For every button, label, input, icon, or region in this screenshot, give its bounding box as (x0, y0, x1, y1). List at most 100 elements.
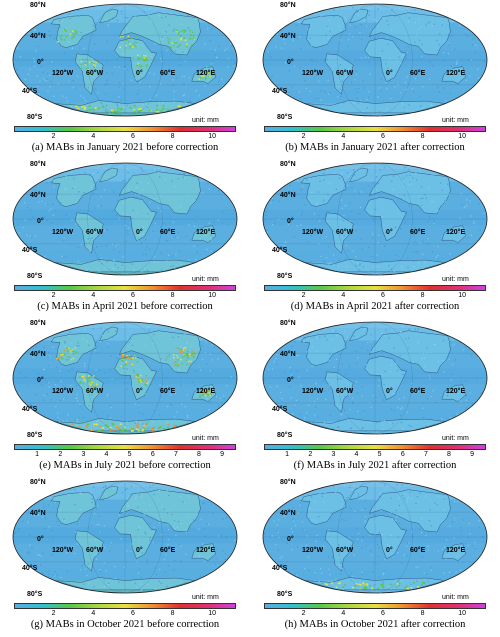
continent-northamerica (300, 14, 347, 48)
colorbar-tick-label: 2 (308, 451, 313, 458)
continent-northamerica (50, 173, 97, 207)
latitude-label: 40°N (30, 33, 46, 40)
colorbar-tick-label: 8 (170, 292, 175, 299)
colorbar-tick-label: 10 (458, 292, 467, 299)
continent-eurasia (369, 489, 451, 533)
colorbar-tick-label: 4 (341, 610, 346, 617)
colorbar-tick-label: 6 (130, 292, 135, 299)
longitude-label: 0° (136, 229, 143, 236)
latitude-label: 40°N (280, 510, 296, 517)
colorbar-tick-label: 2 (58, 451, 63, 458)
unit-label: unit: mm (192, 117, 219, 124)
longitude-label: 0° (386, 547, 393, 554)
longitude-label: 60°E (160, 547, 176, 554)
latitude-label: 40°S (272, 88, 288, 95)
colorbar (264, 285, 486, 291)
continent-australia (441, 225, 467, 243)
latitude-label: 0° (287, 536, 294, 543)
latitude-label: 40°S (272, 565, 288, 572)
colorbar-tick-label: 4 (354, 451, 359, 458)
longitude-label: 120°W (52, 70, 74, 77)
latitude-label: 40°S (272, 247, 288, 254)
map-border (12, 3, 238, 117)
unit-label: unit: mm (192, 435, 219, 442)
longitude-label: 0° (386, 229, 393, 236)
longitude-label: 60°W (336, 70, 354, 77)
latitude-label: 80°N (280, 320, 296, 327)
world-map (12, 162, 238, 276)
longitude-label: 60°E (160, 229, 176, 236)
panel-caption: (g) MABs in October 2021 before correcti… (30, 619, 220, 630)
colorbar (264, 126, 486, 132)
colorbar (14, 444, 236, 450)
map-panel: 80°N 40°N 0° 40°S 80°S 120°W 60°W 0° 60°E 120°E un… (0, 477, 250, 636)
latitude-label: 80°S (27, 273, 43, 280)
world-map (262, 162, 488, 276)
longitude-label: 120°E (196, 229, 216, 236)
continent-northamerica (300, 332, 347, 366)
latitude-label: 80°S (27, 114, 43, 121)
longitude-label: 0° (136, 388, 143, 395)
colorbar-tick-label: 6 (130, 133, 135, 140)
world-map (262, 480, 488, 594)
map-panel: 80°N 40°N 0° 40°S 80°S 120°W 60°W 0° 60°E 120°E un… (250, 477, 500, 636)
map-border (262, 162, 488, 276)
continent-eurasia (119, 171, 201, 215)
latitude-label: 0° (37, 218, 44, 225)
panel-caption: (a) MABs in January 2021 before correcti… (31, 142, 219, 153)
colorbar-tick-label: 2 (51, 133, 56, 140)
panel-caption: (b) MABs in January 2021 after correctio… (285, 142, 465, 153)
continent-australia (191, 225, 217, 243)
map-panel: 80°N 40°N 0° 40°S 80°S 120°W 60°W 0° 60°E 120°E un… (250, 318, 500, 477)
longitude-label: 120°W (52, 388, 74, 395)
colorbar-tick-label: 4 (91, 133, 96, 140)
colorbar-tick-label: 4 (341, 292, 346, 299)
colorbar-tick-label: 9 (220, 451, 225, 458)
colorbar-tick-label: 6 (150, 451, 155, 458)
latitude-label: 40°N (30, 351, 46, 358)
colorbar-tick-label: 8 (170, 133, 175, 140)
latitude-label: 80°N (280, 161, 296, 168)
map-panel: 80°N 40°N 0° 40°S 80°S 120°W 60°W 0° 60°E 120°E un… (250, 159, 500, 318)
unit-label: unit: mm (442, 117, 469, 124)
longitude-label: 120°W (302, 547, 324, 554)
longitude-label: 120°E (196, 388, 216, 395)
latitude-label: 80°N (30, 161, 46, 168)
latitude-label: 40°N (280, 192, 296, 199)
colorbar-tick-label: 4 (91, 292, 96, 299)
colorbar-tick-label: 6 (380, 133, 385, 140)
latitude-label: 80°S (277, 114, 293, 121)
continent-australia (441, 543, 467, 561)
longitude-label: 120°W (302, 229, 324, 236)
map-panel: 80°N 40°N 0° 40°S 80°S 120°W 60°W 0° 60°E 120°E un… (0, 318, 250, 477)
panel-caption: (c) MABs in April 2021 before correction (37, 301, 213, 312)
map-border (12, 162, 238, 276)
latitude-label: 80°S (277, 432, 293, 439)
panel-caption: (d) MABs in April 2021 after correction (290, 301, 460, 312)
map-border (12, 321, 238, 435)
longitude-label: 60°E (410, 547, 426, 554)
latitude-label: 0° (37, 377, 44, 384)
colorbar-tick-label: 6 (400, 451, 405, 458)
longitude-label: 60°E (410, 70, 426, 77)
panel-caption: (f) MABs in July 2021 after correction (293, 460, 457, 471)
unit-label: unit: mm (192, 276, 219, 283)
latitude-label: 0° (287, 377, 294, 384)
map-border (262, 480, 488, 594)
longitude-label: 120°W (52, 547, 74, 554)
colorbar-tick-label: 8 (170, 610, 175, 617)
map-panel: 80°N 40°N 0° 40°S 80°S 120°W 60°W 0° 60°E 120°E un… (0, 0, 250, 159)
continent-eurasia (119, 489, 201, 533)
latitude-label: 80°N (280, 2, 296, 9)
longitude-label: 120°E (446, 388, 466, 395)
map-panel: 80°N 40°N 0° 40°S 80°S 120°W 60°W 0° 60°E 120°E un… (0, 159, 250, 318)
colorbar-tick-label: 5 (127, 451, 132, 458)
longitude-label: 60°W (336, 229, 354, 236)
colorbar (264, 444, 486, 450)
continent-australia (441, 384, 467, 402)
panel-caption: (h) MABs in October 2021 after correctio… (284, 619, 466, 630)
map-border (262, 3, 488, 117)
longitude-label: 60°W (336, 388, 354, 395)
continent-eurasia (369, 330, 451, 374)
latitude-label: 80°N (30, 479, 46, 486)
